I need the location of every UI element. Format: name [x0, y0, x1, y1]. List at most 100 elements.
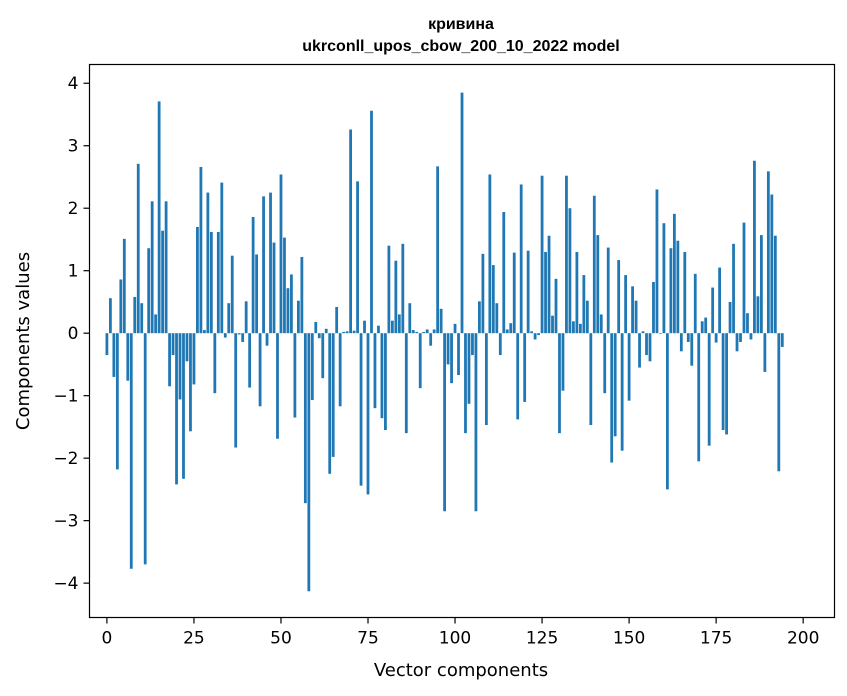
bar-110	[488, 174, 492, 334]
bar-74	[363, 320, 366, 334]
bar-23	[185, 333, 189, 362]
bar-42	[251, 216, 255, 334]
bar-155	[645, 333, 648, 356]
y-tick-label: 4	[68, 74, 79, 94]
bar-105	[471, 333, 474, 356]
x-tick-label: 175	[700, 629, 732, 649]
bar-181	[735, 333, 739, 352]
bar-81	[387, 245, 391, 334]
bar-36	[230, 255, 234, 334]
bar-47	[269, 192, 272, 334]
bar-124	[537, 333, 540, 336]
bar-37	[234, 333, 238, 448]
bar-127	[547, 235, 551, 334]
bar-102	[460, 92, 464, 334]
bar-166	[683, 251, 687, 334]
bar-78	[377, 325, 380, 334]
y-tick-label: 3	[68, 137, 79, 157]
bar-22	[182, 333, 185, 479]
bar-151	[631, 286, 634, 334]
bar-113	[498, 333, 502, 356]
bar-119	[519, 184, 523, 334]
bar-135	[575, 251, 579, 334]
bar-182	[739, 333, 742, 342]
bar-98	[446, 333, 450, 365]
bar-176	[718, 267, 722, 334]
bar-59	[310, 333, 314, 401]
bar-118	[516, 333, 520, 420]
bar-96	[439, 308, 443, 334]
bar-39	[241, 333, 245, 342]
bar-131	[561, 333, 565, 391]
bar-112	[495, 303, 499, 334]
bar-82	[390, 320, 394, 334]
bar-61	[317, 333, 321, 339]
bar-15	[157, 101, 161, 334]
bar-111	[491, 265, 495, 334]
bar-48	[272, 242, 276, 334]
bar-72	[356, 181, 359, 334]
bar-85	[401, 243, 405, 334]
bar-44	[258, 333, 262, 407]
bar-125	[540, 175, 544, 334]
bar-13	[150, 201, 154, 334]
bar-128	[551, 315, 554, 334]
bar-83	[394, 260, 398, 334]
bar-79	[380, 333, 384, 419]
bar-136	[578, 323, 582, 334]
bar-63	[324, 328, 328, 334]
bar-148	[620, 333, 624, 451]
bar-158	[655, 189, 659, 334]
bar-184	[746, 313, 749, 334]
bar-65	[331, 333, 335, 457]
bar-68	[342, 331, 346, 334]
bar-130	[558, 333, 561, 434]
bar-126	[544, 251, 547, 334]
bar-168	[690, 333, 694, 366]
chart-subtitle: ukrconll_upos_cbow_200_10_2022 model	[302, 38, 619, 55]
bar-51	[283, 237, 286, 334]
bar-25	[192, 333, 196, 385]
bar-164	[676, 240, 680, 334]
bar-50	[279, 174, 283, 334]
bar-57	[303, 333, 307, 504]
x-tick-label: 75	[357, 629, 379, 649]
bar-115	[505, 329, 509, 334]
bar-159	[659, 333, 662, 334]
bar-18	[168, 333, 171, 387]
bar-143	[603, 333, 607, 394]
bar-46	[265, 333, 269, 346]
bar-35	[227, 303, 231, 334]
bar-76	[370, 110, 373, 334]
bar-70	[349, 129, 352, 334]
bar-187	[756, 296, 760, 334]
bar-153	[638, 333, 641, 368]
bar-91	[422, 331, 426, 334]
y-tick-label: −2	[53, 449, 78, 469]
bar-29	[206, 192, 210, 334]
bar-87	[408, 303, 412, 334]
bar-170	[697, 333, 701, 462]
bar-14	[154, 314, 158, 334]
bar-152	[634, 300, 638, 334]
y-tick-label: 2	[68, 199, 79, 219]
bar-97	[443, 333, 446, 512]
bar-27	[199, 166, 203, 334]
bar-192	[773, 235, 777, 334]
bar-77	[373, 333, 377, 409]
bar-28	[202, 330, 206, 334]
bar-99	[450, 333, 453, 384]
bar-175	[714, 333, 718, 343]
bar-121	[526, 250, 530, 334]
bar-116	[509, 323, 513, 334]
bar-12	[147, 248, 151, 334]
bar-54	[293, 333, 297, 418]
x-tick-label: 25	[183, 629, 205, 649]
bar-117	[512, 252, 516, 334]
bar-58	[307, 333, 311, 592]
bar-188	[760, 235, 763, 334]
bar-92	[425, 329, 429, 334]
bar-183	[742, 222, 746, 334]
bar-157	[652, 281, 655, 334]
